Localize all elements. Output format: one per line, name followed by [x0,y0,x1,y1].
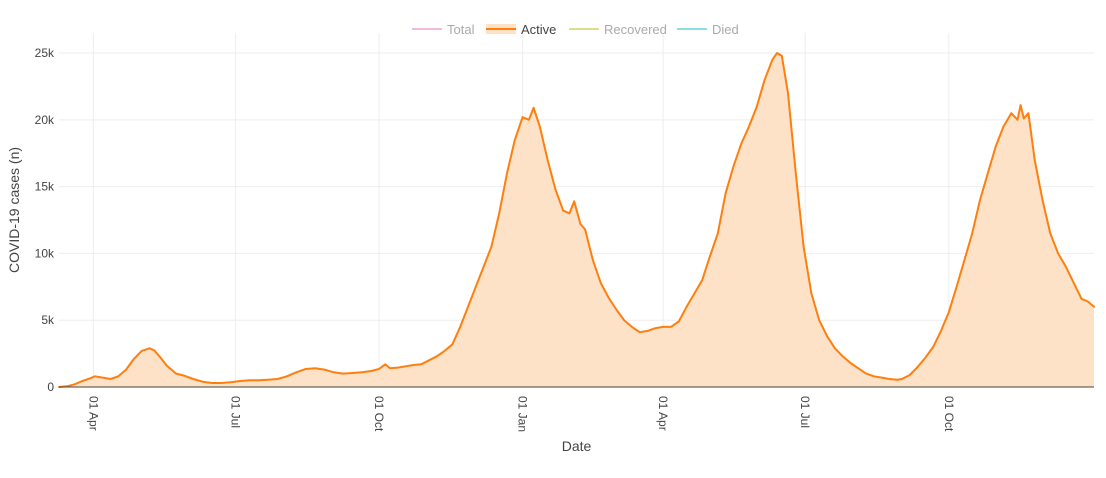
x-tick-label: 01 Oct [942,396,956,432]
legend-label: Active [521,22,556,37]
legend-item-died[interactable]: Died [677,22,739,37]
x-tick-label: 01 Oct [372,396,386,432]
legend-item-active[interactable]: Active [486,22,556,37]
x-tick-label: 01 Jan [516,396,530,432]
x-tick-label: 01 Jul [228,396,242,428]
y-tick-label: 25k [35,46,55,60]
y-tick-label: 10k [35,246,55,260]
legend-label: Recovered [604,22,667,37]
y-tick-label: 5k [41,313,55,327]
y-tick-label: 20k [35,113,55,127]
x-tick-label: 01 Apr [86,396,100,431]
legend-item-recovered[interactable]: Recovered [569,22,667,37]
series-line-active[interactable] [58,52,1095,388]
legend-label: Total [447,22,475,37]
y-tick-label: 0 [47,380,54,394]
y-axis-title: COVID-19 cases (n) [6,147,22,273]
x-tick-label: 01 Apr [656,396,670,431]
x-tick-label: 01 Jul [798,396,812,428]
legend[interactable]: Total Active Recovered Died [412,22,739,37]
x-axis-title: Date [562,438,592,454]
y-tick-label: 15k [35,180,55,194]
legend-label: Died [712,22,739,37]
series-area-active [59,53,1094,387]
plot-area [58,52,1095,388]
axes: 01 Apr 01 Jul 01 Oct 01 Jan 01 Apr 01 Jul 01 O… [35,46,1094,432]
legend-item-total[interactable]: Total [412,22,475,37]
